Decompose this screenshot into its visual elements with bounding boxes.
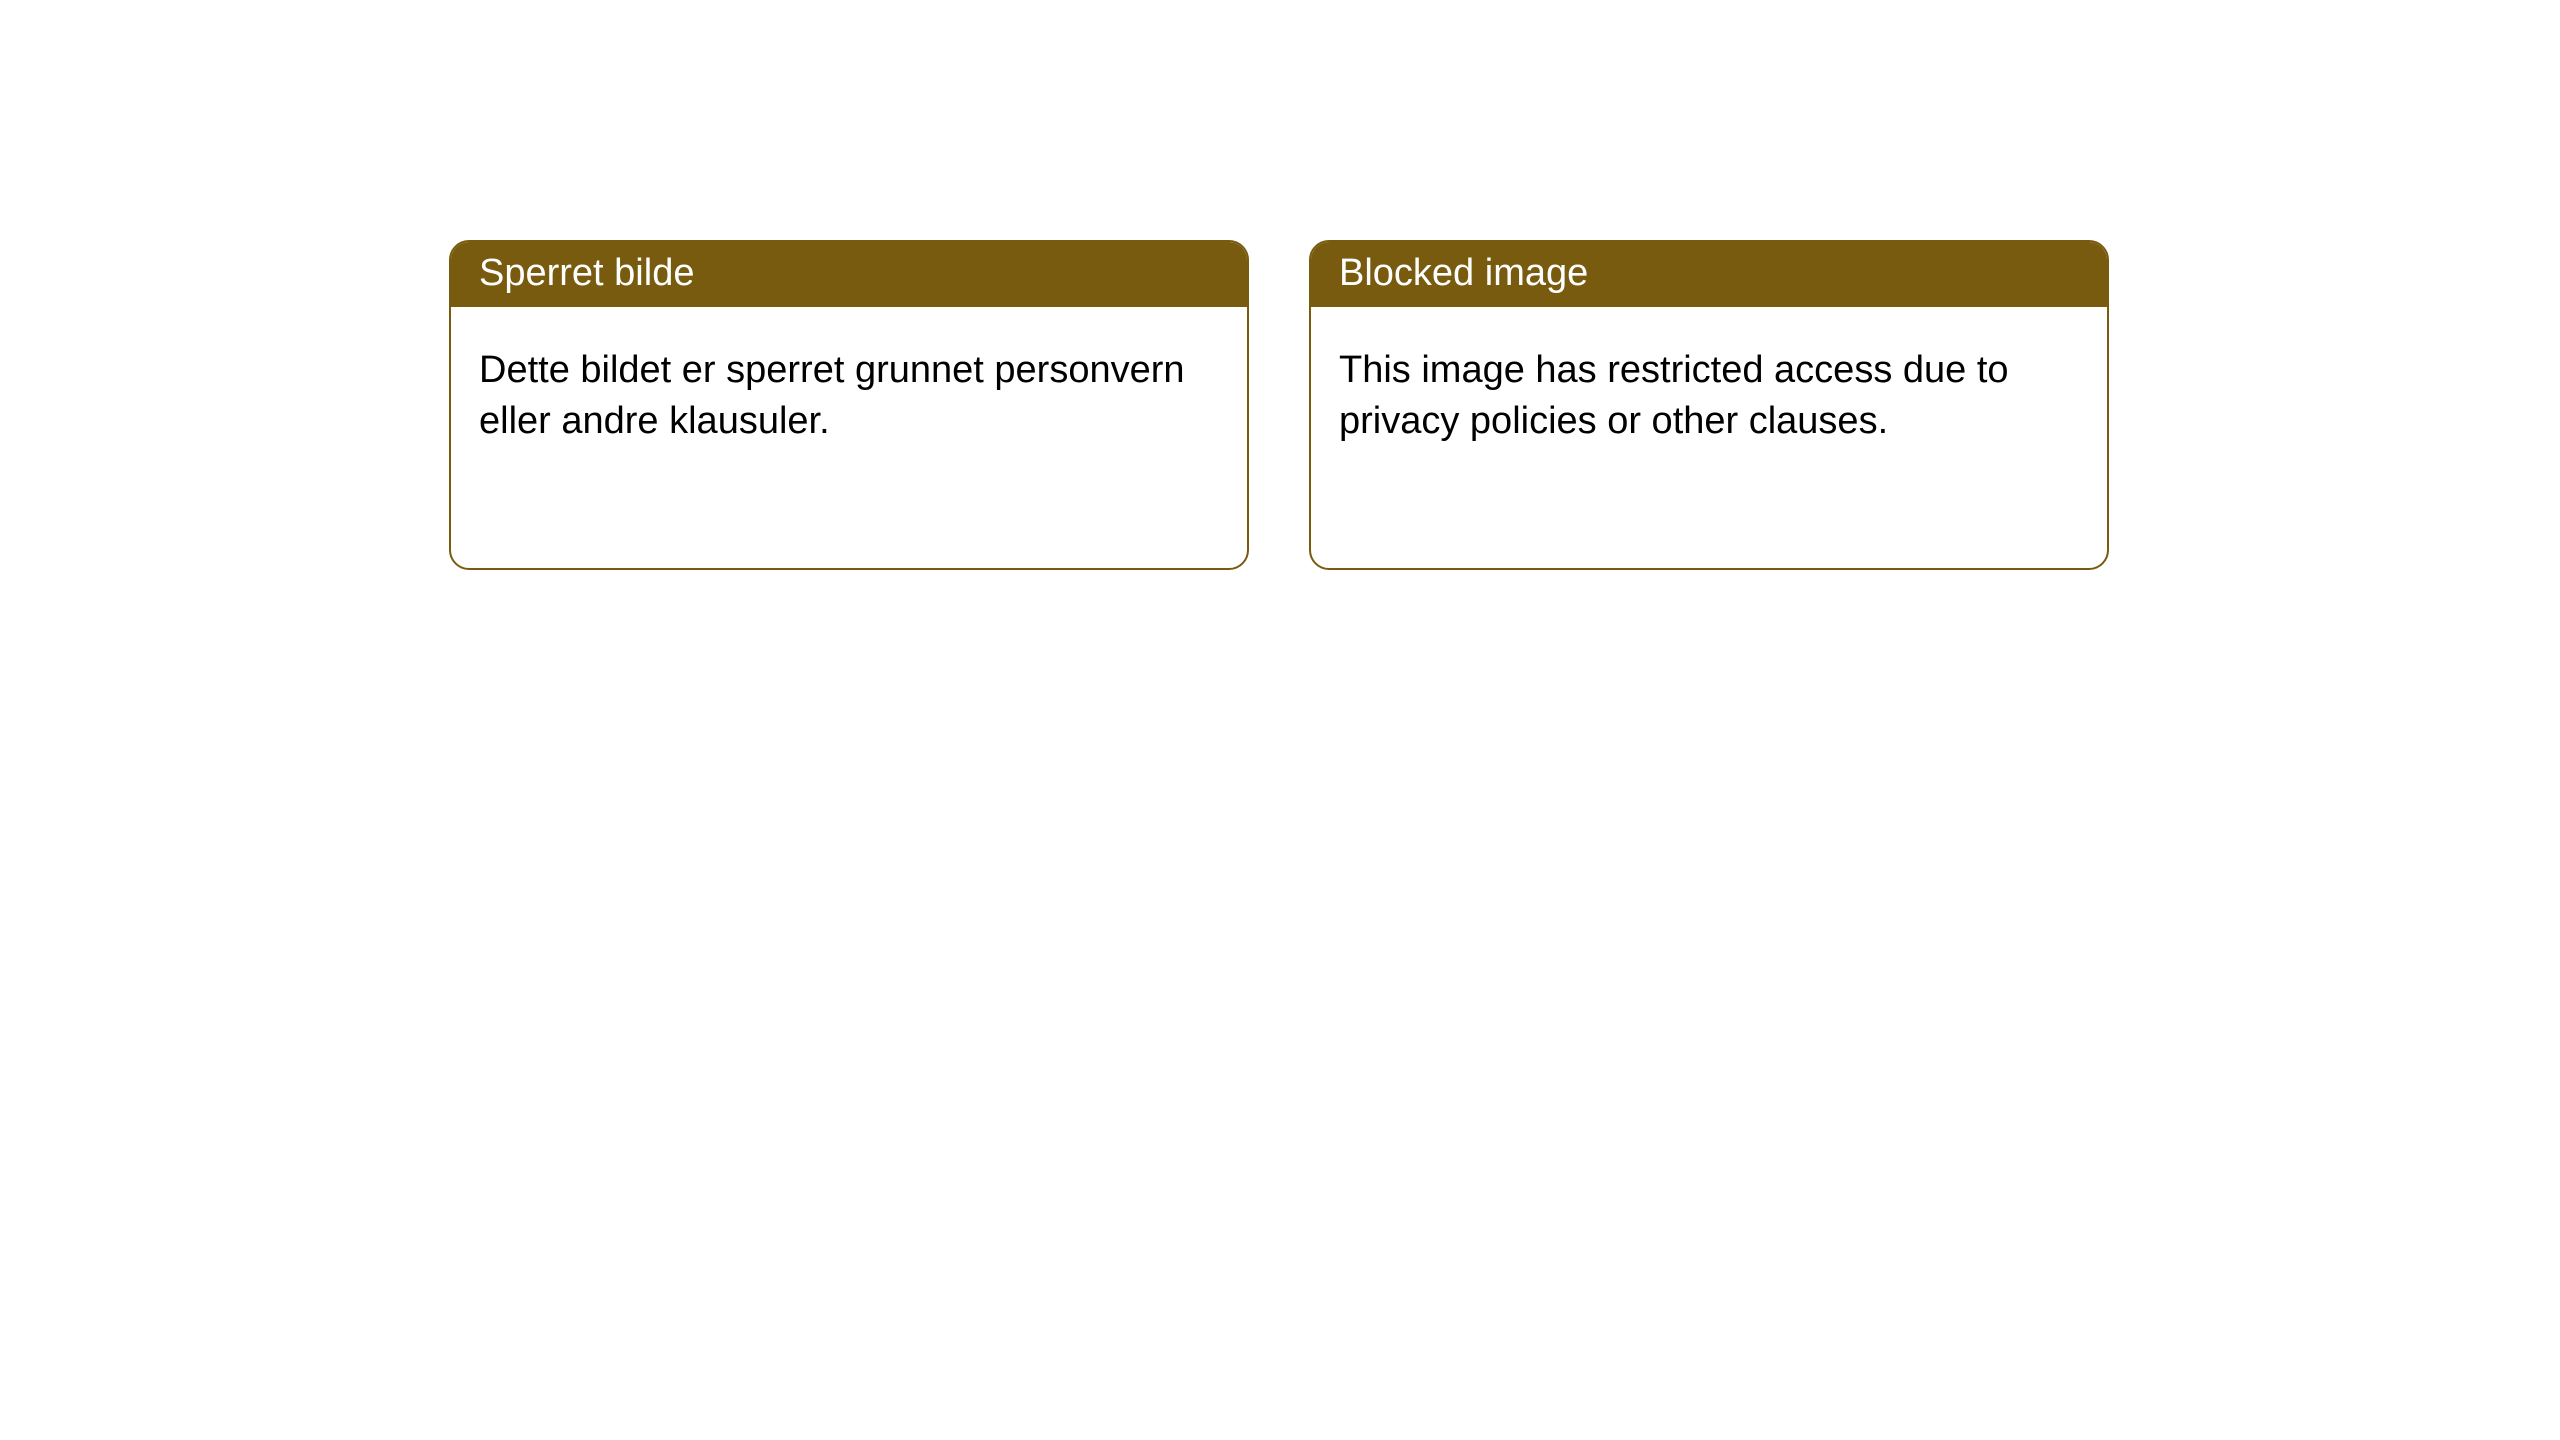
card-title: Blocked image (1311, 242, 2107, 307)
card-title: Sperret bilde (451, 242, 1247, 307)
card-message: This image has restricted access due to … (1311, 307, 2107, 476)
blocked-image-card-norwegian: Sperret bilde Dette bildet er sperret gr… (449, 240, 1249, 570)
blocked-image-card-english: Blocked image This image has restricted … (1309, 240, 2109, 570)
card-container: Sperret bilde Dette bildet er sperret gr… (0, 0, 2560, 570)
card-message: Dette bildet er sperret grunnet personve… (451, 307, 1247, 476)
